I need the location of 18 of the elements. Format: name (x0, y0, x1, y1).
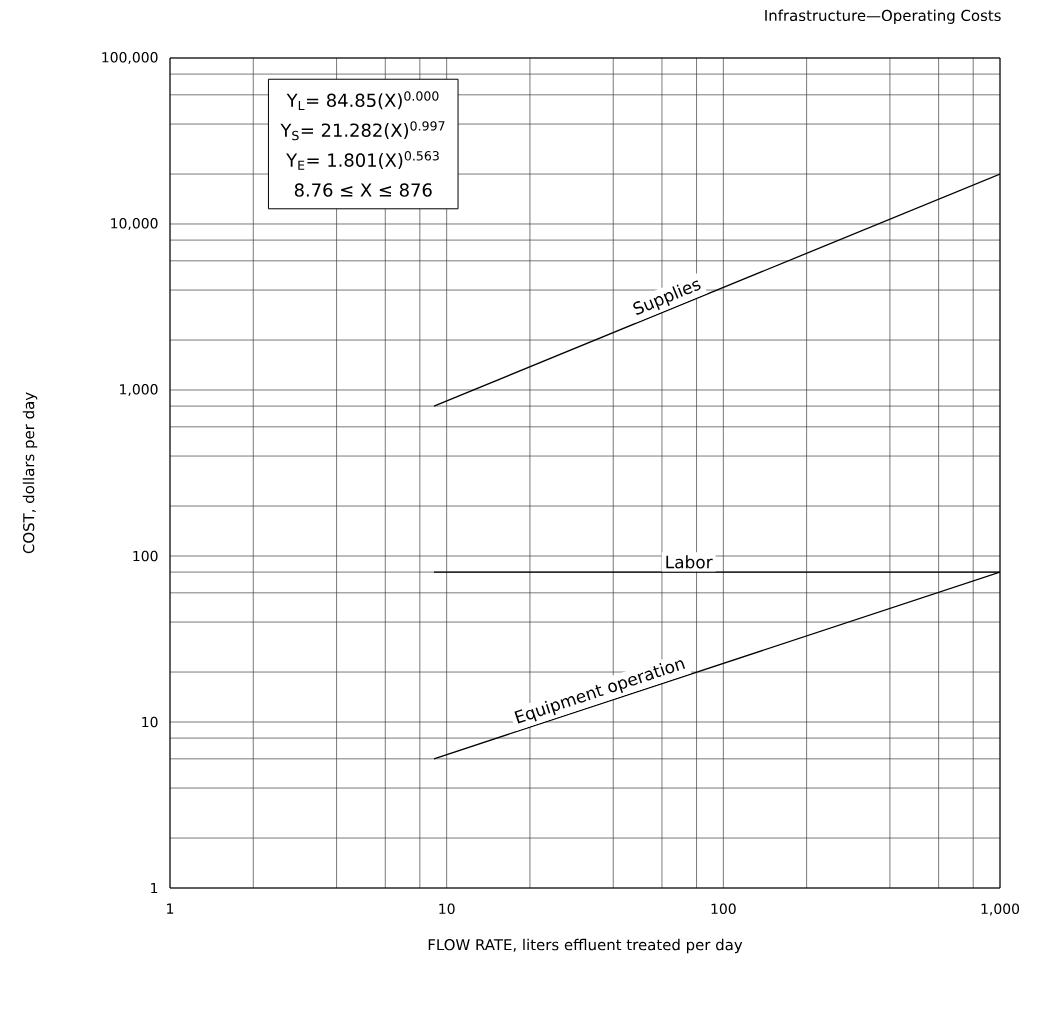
y-tick-label: 1 (151, 882, 158, 894)
y-tick-label: 10,000 (111, 218, 158, 230)
x-tick-label: 1,000 (981, 903, 1020, 916)
y-tick-label: 1,000 (120, 384, 158, 396)
chart-title: Infrastructure—Operating Costs (765, 9, 1001, 24)
series-label: Labor (666, 555, 713, 569)
y-tick-label: 100 (133, 550, 158, 562)
x-axis-title: FLOW RATE, liters effluent treated per day (428, 938, 743, 954)
annotation: Y$_{E}$= 1.801(X)$^{0.563}$ (286, 151, 439, 170)
x-tick-label: 100 (711, 903, 736, 915)
annotation: 8.76 ≤ X ≤ 876 (294, 183, 432, 197)
y-tick-label: 100,000 (102, 52, 158, 64)
annotation: Y$_{L}$= 84.85(X)$^{0.000}$ (286, 91, 439, 111)
y-axis-title: COST, dollars per day (22, 392, 38, 554)
x-tick-label: 1 (167, 903, 174, 914)
annotation: Y$_{S}$= 21.282(X)$^{0.997}$ (280, 121, 445, 141)
y-tick-label: 10 (142, 716, 158, 728)
x-tick-label: 10 (439, 903, 455, 915)
